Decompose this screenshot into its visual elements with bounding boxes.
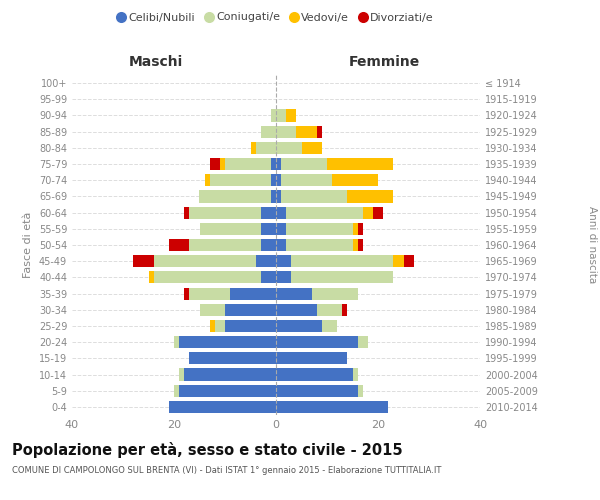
Bar xyxy=(225,158,271,170)
Bar xyxy=(184,206,190,218)
Bar xyxy=(358,222,363,235)
Bar xyxy=(210,158,220,170)
Bar xyxy=(281,158,327,170)
Text: Anni di nascita: Anni di nascita xyxy=(587,206,597,284)
Bar xyxy=(281,190,347,202)
Bar xyxy=(260,126,276,138)
Bar xyxy=(362,206,373,218)
Bar xyxy=(276,174,281,186)
Bar xyxy=(276,320,322,332)
Bar xyxy=(260,272,276,283)
Bar xyxy=(276,401,388,413)
Bar xyxy=(353,222,358,235)
Bar xyxy=(276,239,286,251)
Text: Femmine: Femmine xyxy=(349,55,419,69)
Bar xyxy=(327,158,394,170)
Bar xyxy=(271,174,276,186)
Bar xyxy=(205,174,210,186)
Bar xyxy=(154,255,256,268)
Bar xyxy=(179,336,276,348)
Bar xyxy=(276,142,302,154)
Bar xyxy=(271,110,276,122)
Bar xyxy=(404,255,414,268)
Bar xyxy=(271,190,276,202)
Bar xyxy=(276,352,347,364)
Bar xyxy=(225,304,276,316)
Bar xyxy=(276,222,286,235)
Bar xyxy=(276,288,312,300)
Bar xyxy=(260,222,276,235)
Bar xyxy=(251,142,256,154)
Bar xyxy=(256,255,276,268)
Bar xyxy=(210,320,215,332)
Bar xyxy=(149,272,154,283)
Bar xyxy=(322,320,337,332)
Bar xyxy=(317,304,342,316)
Bar xyxy=(353,239,358,251)
Bar xyxy=(353,368,358,380)
Bar xyxy=(190,288,230,300)
Text: Popolazione per età, sesso e stato civile - 2015: Popolazione per età, sesso e stato civil… xyxy=(12,442,403,458)
Bar xyxy=(276,272,292,283)
Bar xyxy=(342,304,347,316)
Bar xyxy=(230,288,276,300)
Bar xyxy=(296,126,317,138)
Bar xyxy=(260,206,276,218)
Bar xyxy=(190,352,276,364)
Bar xyxy=(276,304,317,316)
Bar xyxy=(286,206,362,218)
Bar xyxy=(286,222,353,235)
Bar xyxy=(276,368,353,380)
Bar xyxy=(281,174,332,186)
Bar xyxy=(210,174,271,186)
Bar xyxy=(169,239,190,251)
Bar xyxy=(271,158,276,170)
Bar xyxy=(276,336,358,348)
Bar xyxy=(190,206,260,218)
Bar xyxy=(256,142,276,154)
Bar xyxy=(260,239,276,251)
Bar xyxy=(276,206,286,218)
Bar xyxy=(286,110,296,122)
Bar xyxy=(174,336,179,348)
Bar xyxy=(169,401,276,413)
Bar xyxy=(154,272,260,283)
Bar xyxy=(220,158,225,170)
Bar xyxy=(276,255,292,268)
Bar xyxy=(184,288,190,300)
Bar xyxy=(276,158,281,170)
Bar xyxy=(292,272,394,283)
Bar xyxy=(358,336,368,348)
Bar xyxy=(276,384,358,397)
Bar xyxy=(174,384,179,397)
Text: Maschi: Maschi xyxy=(129,55,183,69)
Bar xyxy=(225,320,276,332)
Bar xyxy=(317,126,322,138)
Bar xyxy=(133,255,154,268)
Bar xyxy=(286,239,353,251)
Bar xyxy=(190,239,260,251)
Bar xyxy=(276,126,296,138)
Bar xyxy=(276,190,281,202)
Bar xyxy=(292,255,394,268)
Bar xyxy=(184,368,276,380)
Legend: Celibi/Nubili, Coniugati/e, Vedovi/e, Divorziati/e: Celibi/Nubili, Coniugati/e, Vedovi/e, Di… xyxy=(114,8,438,27)
Bar xyxy=(358,384,363,397)
Bar xyxy=(312,288,358,300)
Bar xyxy=(276,110,286,122)
Bar xyxy=(347,190,394,202)
Bar xyxy=(394,255,404,268)
Bar xyxy=(179,384,276,397)
Bar xyxy=(302,142,322,154)
Text: COMUNE DI CAMPOLONGO SUL BRENTA (VI) - Dati ISTAT 1° gennaio 2015 - Elaborazione: COMUNE DI CAMPOLONGO SUL BRENTA (VI) - D… xyxy=(12,466,442,475)
Bar xyxy=(179,368,184,380)
Bar xyxy=(199,190,271,202)
Bar xyxy=(332,174,378,186)
Bar xyxy=(358,239,363,251)
Bar xyxy=(373,206,383,218)
Bar xyxy=(199,222,260,235)
Bar xyxy=(215,320,225,332)
Bar xyxy=(199,304,225,316)
Y-axis label: Fasce di età: Fasce di età xyxy=(23,212,33,278)
